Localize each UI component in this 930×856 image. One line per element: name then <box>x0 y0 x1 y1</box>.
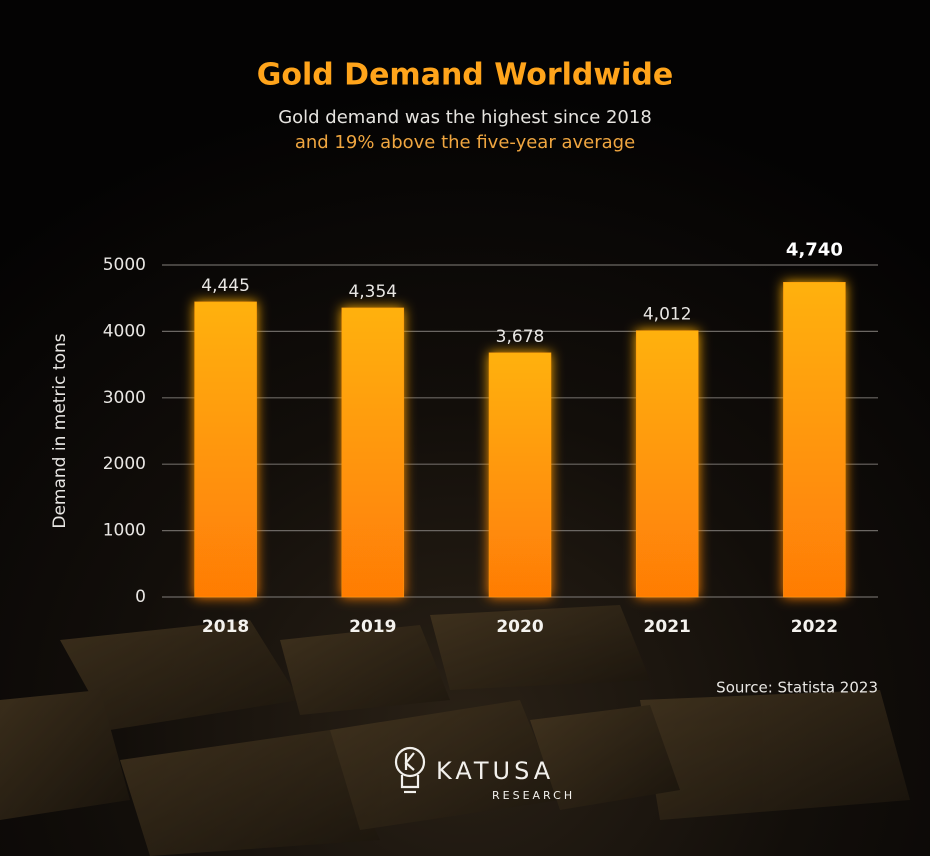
bar <box>194 301 257 598</box>
x-tick-label: 2019 <box>349 617 396 637</box>
x-tick-label: 2021 <box>644 617 691 637</box>
bar <box>488 352 552 598</box>
value-label: 4,445 <box>201 276 250 296</box>
value-label: 4,740 <box>786 239 843 260</box>
bar <box>635 330 699 598</box>
x-tick-label: 2022 <box>791 617 838 637</box>
gold-bars-decoration <box>0 605 910 856</box>
y-tick-label: 0 <box>135 587 146 607</box>
value-label: 4,354 <box>348 282 397 302</box>
subtitle: Gold demand was the highest since 2018 <box>278 107 652 128</box>
x-tick-label: 2018 <box>202 617 249 637</box>
bar <box>341 307 405 598</box>
source: Source: Statista 2023 <box>716 679 878 697</box>
x-tick-label: 2020 <box>496 617 543 637</box>
y-axis-label: Demand in metric tons <box>50 333 70 528</box>
subtitle: and 19% above the five-year average <box>295 132 635 153</box>
logo-icon <box>394 746 426 794</box>
y-tick-label: 2000 <box>103 454 146 474</box>
brand-tagline: RESEARCH <box>492 789 575 802</box>
y-tick-label: 4000 <box>103 321 146 341</box>
bar <box>783 282 846 598</box>
y-tick-label: 5000 <box>103 255 146 275</box>
y-tick-label: 1000 <box>103 521 146 541</box>
chart-title: Gold Demand Worldwide <box>257 58 673 93</box>
y-tick-label: 3000 <box>103 388 146 408</box>
value-label: 4,012 <box>643 305 692 325</box>
brand-name: KATUSA <box>436 757 554 785</box>
value-label: 3,678 <box>496 327 545 347</box>
